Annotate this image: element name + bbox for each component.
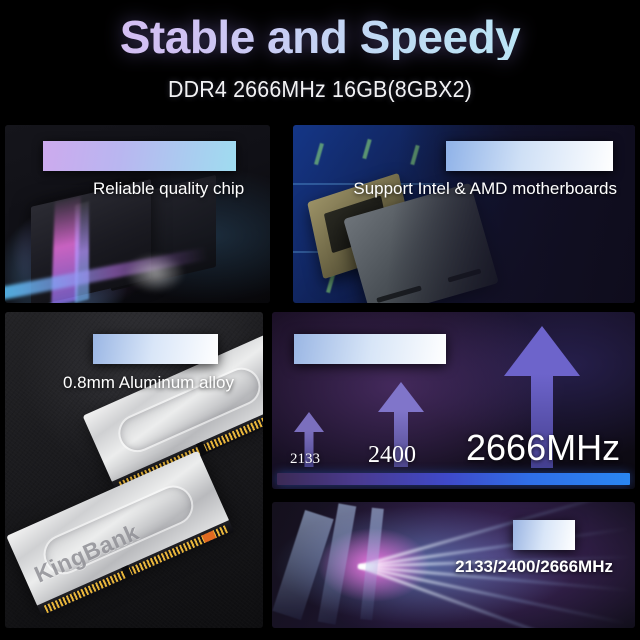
frequency-label-2133: 2133 [290, 451, 320, 467]
frequency-gradient-bar [277, 473, 630, 485]
heatsink-caption: 0.8mm Aluminum alloy [63, 373, 235, 392]
frequency-arrow-2133 [294, 412, 324, 467]
intel-amd-heading: Intel & AMD [445, 141, 613, 171]
light-beam-violet-decor [75, 201, 89, 303]
intel-amd-caption: Support Intel & AMD motherboards [353, 179, 617, 198]
frequency-arrow-2666 [504, 326, 580, 468]
heatsink-heading: Heatsink [93, 334, 219, 364]
quality-chips-caption: Reliable quality chip [93, 179, 245, 198]
page-header: Stable and Speedy DDR4 2666MHz 16GB(8GBX… [0, 0, 640, 120]
frequency-heading: Frequency [294, 334, 446, 364]
heatsink-photo: KingBank [5, 312, 263, 628]
light-glow-decor [125, 253, 185, 293]
frequency-label-2400: 2400 [368, 442, 416, 468]
page-subtitle: DDR4 2666MHz 16GB(8GBX2) [167, 76, 473, 102]
panel-heatsink: KingBank Heatsink 0.8mm Aluminum alloy [5, 312, 263, 628]
page-title: Stable and Speedy [0, 14, 640, 60]
panel-frequency: Frequency 2133 2400 2666MHz [272, 312, 635, 489]
panel-voltage: 1.2V 2133/2400/2666MHz [272, 502, 635, 628]
voltage-heading: 1.2V [513, 520, 575, 550]
frequency-label-2666: 2666MHz [466, 427, 621, 468]
voltage-caption: 2133/2400/2666MHz [455, 557, 613, 576]
panel-quality-chips: Quality Chips Reliable quality chip [5, 125, 270, 303]
frequency-arrow-2400 [378, 382, 424, 467]
panel-intel-amd: Intel & AMD Support Intel & AMD motherbo… [293, 125, 635, 303]
quality-chips-heading: Quality Chips [43, 141, 237, 171]
